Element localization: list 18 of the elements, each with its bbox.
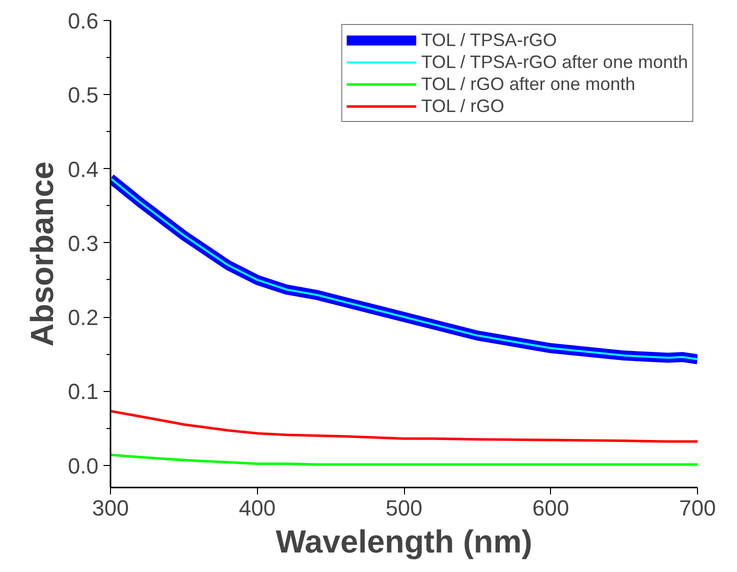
y-tick-label: 0.4 [68,156,99,182]
x-axis-title: Wavelength (nm) [276,524,532,560]
y-tick-label: 0.1 [68,379,99,404]
legend-label: TOL / rGO after one month [421,73,636,95]
x-tick-label: 700 [679,496,716,520]
y-tick-label: 0.0 [68,453,99,478]
y-tick-label: 0.6 [68,8,99,34]
legend-label: TOL / rGO [421,95,504,117]
legend-label: TOL / TPSA-rGO after one month [421,51,688,73]
legend-label: TOL / TPSA-rGO [421,29,557,51]
x-tick-label: 300 [92,496,129,520]
y-tick-label: 0.3 [68,230,99,256]
x-tick-label: 500 [386,496,422,520]
x-tick-label: 400 [238,496,276,520]
y-tick-label: 0.5 [68,82,99,108]
y-axis-title: Absorbance [24,162,60,346]
y-tick-label: 0.2 [68,305,99,330]
x-tick-label: 600 [532,496,570,520]
